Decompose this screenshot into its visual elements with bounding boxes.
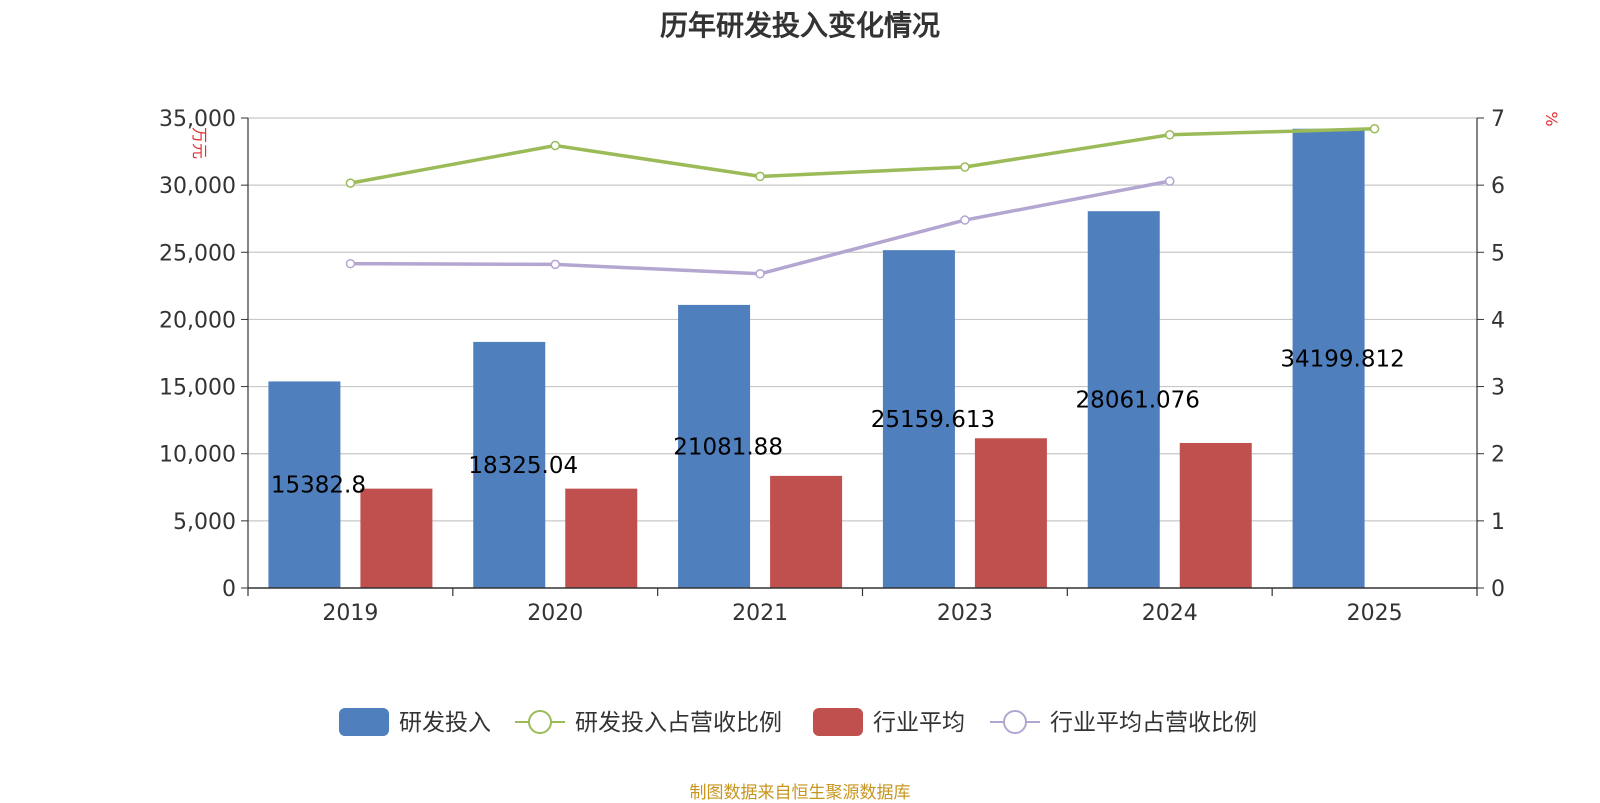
left-axis-tick-label: 0 xyxy=(222,577,236,602)
right-axis-tick-label: 5 xyxy=(1491,241,1505,266)
legend-swatch xyxy=(1003,710,1027,734)
right-axis-unit-label: % xyxy=(1542,111,1561,126)
line-point xyxy=(960,162,970,172)
right-axis-tick-label: 2 xyxy=(1491,443,1505,468)
line-point xyxy=(1165,176,1175,186)
line-point xyxy=(550,140,560,151)
axes-layer: 0 0 5,000 1 10,000 2 15,000 3 20,000 4 25,000 5 30,0… xyxy=(159,107,1561,626)
legend-swatch xyxy=(528,710,552,734)
right-axis-tick-label: 0 xyxy=(1491,577,1505,602)
bar-value-label: 28061.076 xyxy=(1076,388,1200,414)
bar xyxy=(1087,211,1160,588)
bar xyxy=(974,438,1047,588)
right-axis-tick-label: 7 xyxy=(1491,107,1505,132)
bar xyxy=(1179,442,1252,588)
series-line xyxy=(350,126,1375,185)
x-axis-tick-label: 2025 xyxy=(1347,601,1403,626)
line-point xyxy=(755,269,765,279)
data-source-note: 制图数据来自恒生聚源数据库 xyxy=(689,783,911,803)
legend-swatch xyxy=(813,708,863,736)
line-point xyxy=(345,258,356,269)
bar-value-label: 15382.8 xyxy=(271,473,366,499)
series-line xyxy=(350,179,1171,276)
bar xyxy=(678,304,751,588)
x-axis-tick-label: 2023 xyxy=(937,601,993,626)
legend-label: 研发投入 xyxy=(399,710,491,736)
bar xyxy=(268,381,341,588)
bar-value-label: 34199.812 xyxy=(1280,346,1404,372)
left-axis-tick-label: 10,000 xyxy=(159,443,236,468)
right-axis-tick-label: 4 xyxy=(1491,308,1505,333)
labels-layer: 15382.8 18325.04 21081.88 25159.613 28061.07… xyxy=(271,346,1405,498)
legend-label: 行业平均占营收比例 xyxy=(1050,710,1257,736)
bar-value-label: 21081.88 xyxy=(673,434,783,460)
x-axis-tick-label: 2021 xyxy=(732,601,788,626)
right-axis-tick-label: 1 xyxy=(1491,510,1505,535)
line-point xyxy=(1369,123,1380,134)
line-point xyxy=(550,259,560,270)
bar xyxy=(360,488,433,588)
x-axis-tick-label: 2020 xyxy=(527,601,583,626)
bar-value-label: 25159.613 xyxy=(871,407,995,433)
grid-layer xyxy=(248,117,1477,522)
legend-swatch xyxy=(339,708,389,736)
legend-label: 研发投入占营收比例 xyxy=(575,710,782,736)
left-axis-tick-label: 20,000 xyxy=(159,308,236,333)
left-axis-tick-label: 5,000 xyxy=(173,510,236,535)
left-axis-tick-label: 30,000 xyxy=(159,174,236,199)
legend-label: 行业平均 xyxy=(873,710,965,736)
left-axis-unit-label: 万元 xyxy=(190,127,209,159)
line-point xyxy=(960,215,970,225)
bar xyxy=(770,475,843,588)
right-axis-tick-label: 3 xyxy=(1491,376,1505,401)
line-point xyxy=(345,178,356,188)
left-axis-tick-label: 15,000 xyxy=(159,376,236,401)
x-axis-tick-label: 2019 xyxy=(322,601,378,626)
bar-value-label: 18325.04 xyxy=(468,453,578,479)
left-axis-tick-label: 25,000 xyxy=(159,241,236,266)
right-axis-tick-label: 6 xyxy=(1491,174,1505,199)
bar xyxy=(882,250,955,588)
legend: 研发投入 研发投入占营收比例 行业平均 行业平均占营收比例 xyxy=(339,708,1257,736)
lines-layer xyxy=(345,123,1380,279)
bar xyxy=(565,488,638,588)
chart-title: 历年研发投入变化情况 xyxy=(659,9,940,42)
bars-layer xyxy=(268,128,1365,589)
bar xyxy=(473,341,546,588)
line-point xyxy=(1165,130,1175,140)
left-axis-tick-label: 35,000 xyxy=(159,107,236,132)
bar xyxy=(1292,128,1365,589)
line-point xyxy=(755,171,765,182)
x-axis-tick-label: 2024 xyxy=(1142,601,1198,626)
